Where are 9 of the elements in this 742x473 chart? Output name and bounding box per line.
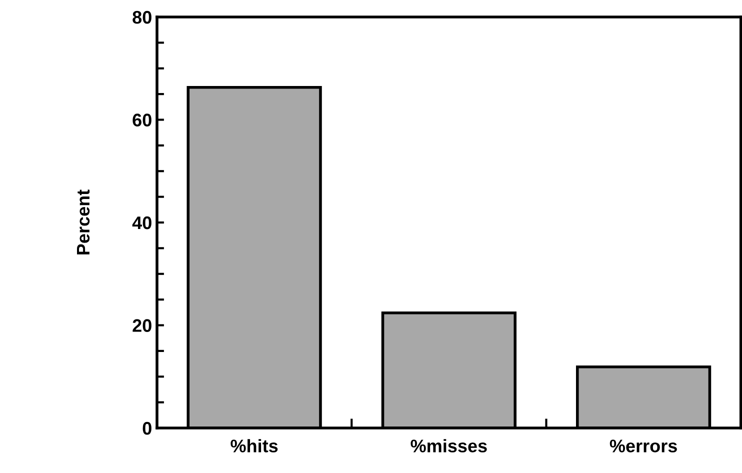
x-tick-label: %errors [610, 440, 677, 452]
x-tick-label: %hits [230, 439, 278, 452]
y-tick-label: 60 [132, 114, 152, 126]
y-tick-label: 40 [132, 216, 152, 230]
y-tick-label: 20 [132, 319, 152, 332]
y-tick-label: 0 [142, 422, 152, 435]
y-axis-title: Percent [77, 190, 90, 254]
y-tick-label: 80 [132, 10, 152, 24]
x-tick-label: %misses [410, 439, 487, 452]
